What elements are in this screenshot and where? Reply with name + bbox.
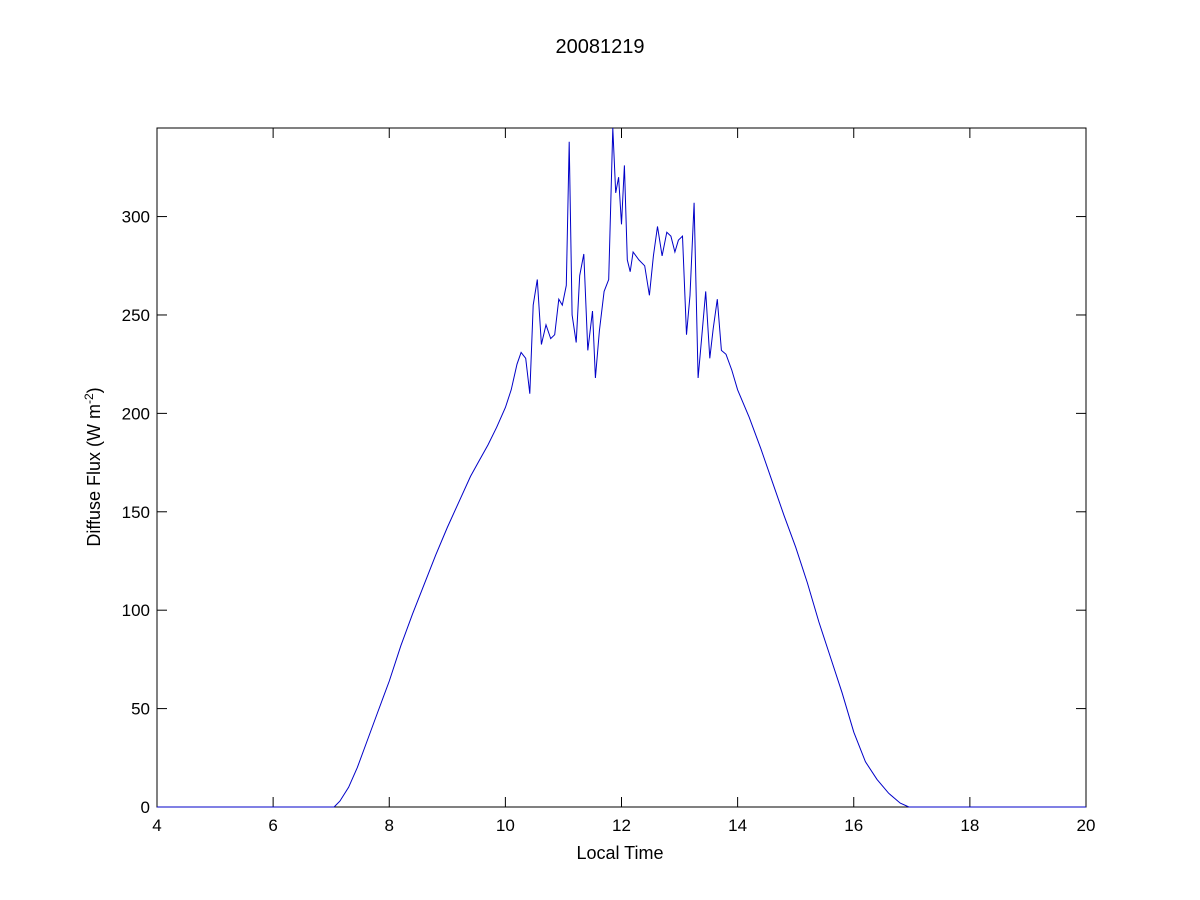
x-tick-label: 16: [844, 816, 863, 835]
y-tick-label: 50: [131, 700, 150, 719]
x-tick-label: 20: [1077, 816, 1096, 835]
x-tick-label: 8: [385, 816, 394, 835]
x-axis-title: Local Time: [576, 843, 663, 863]
y-tick-label: 300: [122, 208, 150, 227]
series-line: [157, 127, 1086, 808]
x-tick-label: 4: [152, 816, 161, 835]
y-tick-label: 250: [122, 306, 150, 325]
y-tick-label: 150: [122, 503, 150, 522]
x-tick-label: 18: [960, 816, 979, 835]
y-tick-label: 100: [122, 601, 150, 620]
plot-area: [156, 127, 1087, 808]
y-tick-label: 0: [141, 798, 150, 817]
chart-title: 20081219: [556, 36, 645, 58]
y-tick-label: 200: [122, 404, 150, 423]
y-axis-title-close: ): [84, 387, 104, 393]
x-tick-label: 10: [496, 816, 515, 835]
y-axis-title: Diffuse Flux (W m-2): [82, 387, 104, 546]
x-tick-label: 14: [728, 816, 747, 835]
x-tick-label: 6: [268, 816, 277, 835]
x-tick-label: 12: [612, 816, 631, 835]
y-axis-title-main: Diffuse Flux (W m: [84, 404, 104, 547]
x-axis-ticks: 4 6 8 10 12 14 16 18 20: [152, 128, 1095, 835]
y-axis-title-exponent: -2: [82, 393, 96, 404]
y-axis-ticks: 0 50 100 150 200 250 300: [122, 208, 1086, 817]
